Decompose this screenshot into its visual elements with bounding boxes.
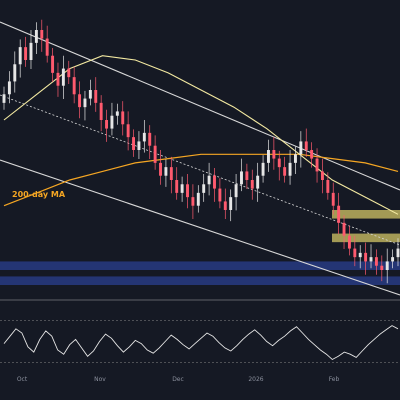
candle-down [148, 132, 152, 146]
candle-up [34, 30, 38, 43]
candle-up [180, 184, 184, 193]
candle-up [18, 47, 22, 65]
candle-up [13, 64, 17, 82]
channel-mid-line [0, 94, 400, 246]
candles-layer [2, 19, 400, 284]
resistance-zone [332, 233, 400, 243]
candle-up [396, 248, 400, 258]
x-tick-label: Feb [329, 376, 340, 383]
candle-down [153, 145, 157, 163]
candle-up [267, 150, 270, 163]
x-tick-label: Oct [17, 376, 28, 383]
support-zone [0, 261, 400, 270]
x-axis: Oct Nov Dec 2026 Feb [17, 376, 340, 383]
candle-down [320, 171, 324, 180]
candle-down [223, 201, 227, 210]
candle-down [337, 205, 341, 223]
candle-up [293, 154, 297, 163]
candle-down [94, 90, 98, 103]
candle-down [51, 55, 55, 73]
candle-up [207, 175, 211, 185]
candle-down [186, 184, 189, 198]
candle-up [288, 162, 292, 176]
candle-up [115, 111, 119, 116]
candle-down [40, 30, 44, 39]
candle-up [391, 257, 395, 262]
candle-down [67, 68, 71, 78]
candle-up [164, 167, 168, 176]
rsi-line [3, 325, 399, 361]
candle-down [159, 162, 162, 176]
candle-down [326, 180, 330, 193]
candle-down [126, 124, 130, 138]
candle-up [83, 98, 87, 108]
candle-down [315, 158, 319, 172]
candle-down [272, 150, 276, 159]
x-tick-label: Nov [94, 376, 106, 383]
candle-down [213, 175, 216, 189]
candle-down [191, 197, 195, 206]
candle-up [110, 115, 114, 129]
candle-down [304, 141, 308, 150]
candle-up [299, 141, 303, 155]
channel-lower-line [0, 159, 400, 296]
candle-down [347, 235, 351, 249]
candle-down [132, 137, 135, 150]
candle-down [105, 120, 109, 129]
resistance-zone [332, 210, 400, 219]
candle-up [261, 162, 265, 176]
candle-up [142, 132, 146, 142]
candle-down [353, 248, 357, 258]
ma200-line [3, 153, 399, 207]
candle-up [256, 175, 260, 189]
candle-down [277, 158, 281, 168]
candle-down [78, 94, 82, 108]
candle-up [88, 90, 92, 99]
candle-down [72, 77, 76, 95]
candle-down [24, 47, 28, 60]
candle-down [342, 222, 346, 236]
candle-down [283, 167, 287, 176]
descending-channel [0, 21, 400, 296]
channel-upper-line [0, 21, 400, 191]
candle-up [234, 184, 238, 198]
candle-down [169, 167, 173, 180]
candle-down [310, 150, 314, 159]
candle-down [380, 265, 384, 270]
candle-down [175, 180, 179, 193]
candle-down [99, 102, 103, 120]
candle-up [7, 81, 11, 95]
candle-up [369, 257, 373, 262]
candle-down [250, 180, 254, 189]
x-tick-label: 2026 [248, 376, 263, 383]
candle-down [364, 252, 368, 262]
candle-up [229, 197, 233, 210]
candle-up [2, 94, 6, 103]
candle-down [374, 257, 378, 266]
support-zone [0, 276, 400, 285]
candle-up [202, 184, 206, 193]
candle-down [45, 38, 49, 56]
zones-layer [0, 210, 400, 285]
candle-down [218, 188, 222, 202]
candle-up [240, 171, 243, 185]
rsi-pane [0, 320, 400, 363]
ma200-label: 200-day MA [12, 190, 66, 199]
candle-down [56, 72, 60, 86]
candle-up [385, 261, 389, 270]
candle-up [29, 42, 33, 60]
candle-up [137, 141, 141, 150]
candle-up [61, 68, 65, 86]
candle-up [196, 192, 200, 206]
candle-down [245, 171, 249, 180]
candle-up [358, 252, 362, 258]
x-tick-label: Dec [172, 376, 184, 383]
candle-down [121, 111, 125, 125]
candle-down [331, 192, 335, 206]
